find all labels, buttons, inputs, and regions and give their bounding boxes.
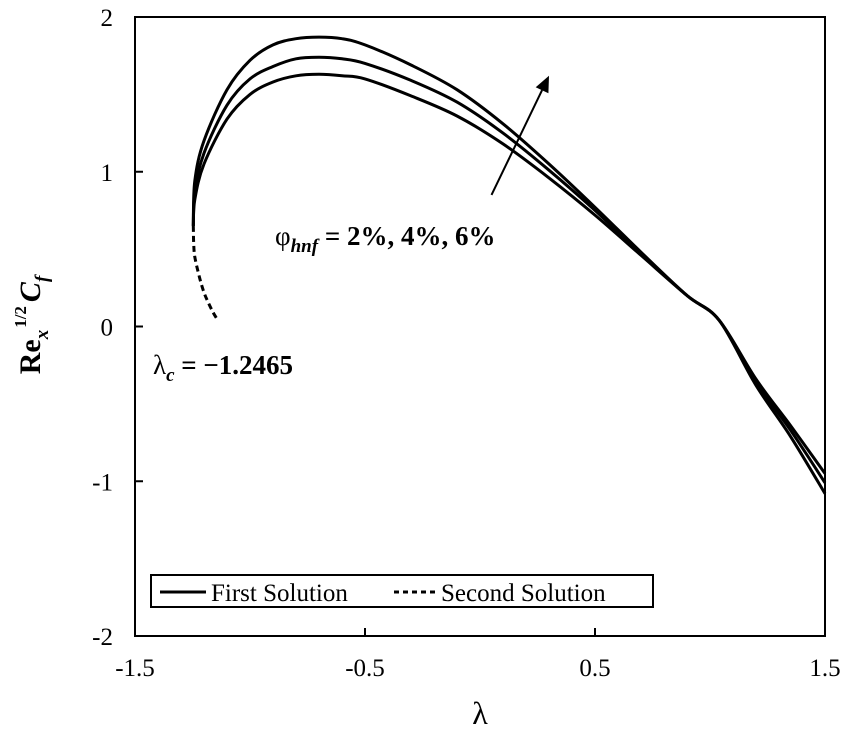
- y-tick-label: -1: [92, 469, 113, 496]
- x-tick-label: -1.5: [115, 655, 155, 682]
- x-axis-label: λ: [472, 695, 488, 731]
- lambda-c-annotation: λc = −1.2465: [153, 350, 293, 386]
- phi-symbol: φ: [275, 221, 291, 251]
- svg-text:Rex1/2Cf: Rex1/2 Cf: [11, 274, 53, 374]
- y-label-main: C: [14, 281, 47, 302]
- first-solution-curve-1: [191, 72, 827, 475]
- lambda-c-sub: c: [166, 365, 175, 386]
- x-tick-label: 0.5: [579, 655, 610, 682]
- phi-annotation: φhnf = 2%, 4%, 6%: [275, 221, 495, 257]
- x-tick-label: 1.5: [809, 655, 840, 682]
- y-tick-label: -2: [92, 624, 113, 651]
- first-solution-curve-3: [191, 35, 827, 495]
- plot-area-frame: [134, 16, 826, 637]
- first-solution-curve-2: [191, 55, 827, 484]
- arrow-head: [535, 75, 549, 94]
- phi-text: = 2%, 4%, 6%: [318, 221, 495, 251]
- y-axis-label: Rex1/2 Cf: [11, 274, 53, 374]
- legend-box: [150, 574, 654, 608]
- y-label-base: Re: [14, 339, 47, 374]
- legend-label-second: Second Solution: [441, 580, 606, 607]
- y-label-sub: x: [32, 329, 53, 340]
- y-tick-label: 2: [101, 5, 114, 32]
- legend-label-first: First Solution: [211, 580, 348, 607]
- axis-ticks: -1.5 -0.5 0.5 1.5 -2 -1 0 1 2: [92, 5, 840, 682]
- y-tick-label: 0: [101, 315, 114, 342]
- arrow-layer: [490, 75, 549, 196]
- y-tick-label: 1: [101, 160, 114, 187]
- lambda-c-text: = −1.2465: [175, 350, 294, 380]
- arrow-shaft: [490, 89, 543, 196]
- legend: First Solution Second Solution: [150, 574, 654, 608]
- series-layer: [191, 35, 827, 495]
- lambda-c-symbol: λ: [153, 350, 166, 380]
- y-label-sup: 1/2: [11, 306, 30, 328]
- phi-sub: hnf: [291, 236, 320, 257]
- second-solution-curve: [191, 225, 220, 322]
- x-tick-label: -0.5: [345, 655, 385, 682]
- y-label-main-sub: f: [32, 274, 53, 282]
